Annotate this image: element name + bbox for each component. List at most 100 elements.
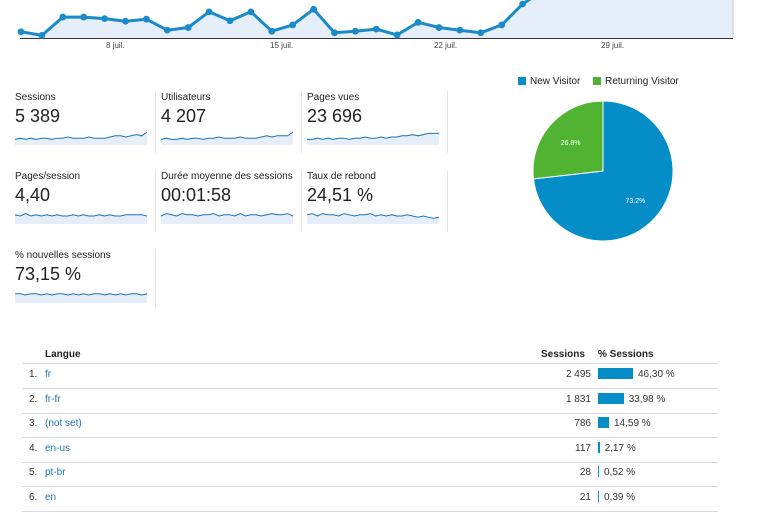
table-row[interactable]: 2. fr-fr 1 831 33,98 % [22, 389, 718, 413]
sessions-value: 786 [574, 418, 591, 429]
pie-slice [532, 100, 604, 180]
row-number: 5. [29, 467, 38, 478]
divider [22, 461, 718, 463]
timeline-point [101, 15, 108, 23]
column-header-pct-sessions[interactable]: % Sessions [598, 349, 654, 360]
timeline-point [122, 17, 129, 25]
pie-slice-label: 73.2% [625, 198, 645, 205]
x-tick-label: 8 juil. [106, 41, 125, 50]
timeline-point [59, 13, 67, 21]
legend-item-new-visitor[interactable]: New Visitor [518, 76, 580, 87]
pct-bar [598, 466, 599, 477]
column-header-language[interactable]: Langue [45, 349, 81, 360]
timeline-point [414, 18, 422, 26]
divider [22, 486, 718, 487]
row-number: 1. [29, 369, 38, 380]
metric-pages-per-session[interactable]: Pages/session 4,40 [15, 170, 156, 232]
language-link[interactable]: en [45, 491, 57, 503]
timeline-point [393, 31, 401, 39]
metric-bounce-rate[interactable]: Taux de rebond 24,51 % [307, 170, 448, 232]
sparkline [307, 132, 439, 145]
pct-bar [598, 417, 609, 428]
table-row[interactable]: 6. en 21 0,39 % [22, 487, 718, 511]
pct-value: 2,17 % [604, 442, 636, 454]
pct-bar [598, 368, 633, 379]
sparkline-line [15, 131, 147, 140]
timeline-point [38, 31, 46, 39]
timeline-point [372, 25, 380, 33]
timeline-point [519, 0, 526, 8]
legend-swatch [593, 77, 601, 85]
metric-label: Pages/session [15, 171, 81, 182]
divider [22, 510, 718, 512]
divider [22, 437, 718, 438]
sparkline-line [161, 131, 293, 140]
metric-sessions[interactable]: Sessions 5 389 [15, 91, 156, 153]
language-link[interactable]: fr-fr [45, 393, 61, 405]
pct-value: 33,98 % [628, 393, 666, 405]
language-link[interactable]: (not set) [45, 418, 82, 429]
sparkline [15, 293, 147, 303]
sparkline-area [307, 213, 439, 224]
pct-value: 46,30 % [638, 369, 675, 380]
visitor-type-pie-chart: 73.2% 26.8% [532, 100, 674, 242]
legend-swatch [518, 77, 526, 85]
timeline-point [226, 17, 234, 25]
sparkline-line [15, 293, 147, 296]
metric-value: 5 389 [15, 106, 61, 126]
sparkline [15, 131, 147, 145]
legend-item-returning-visitor[interactable]: Returning Visitor [593, 76, 679, 87]
x-tick-label: 15 juil. [270, 41, 294, 50]
table-row[interactable]: 3. (not set) 786 14,59 % [22, 413, 718, 437]
sparkline-area [15, 293, 147, 303]
timeline-point [80, 13, 88, 21]
divider [22, 363, 718, 364]
metric-pageviews[interactable]: Pages vues 23 696 [307, 91, 448, 153]
metric-avg-session-duration[interactable]: Durée moyenne des sessions 00:01:58 [161, 170, 302, 232]
table-row[interactable]: 4. en-us 117 2,17 % [22, 438, 718, 462]
metric-label: Pages vues [307, 92, 360, 103]
timeline-point [352, 27, 359, 35]
sparkline-line [15, 213, 147, 217]
metric-value: 23 696 [307, 106, 363, 126]
legend-label: Returning Visitor [605, 76, 679, 87]
pct-value: 0,39 % [604, 491, 636, 503]
language-link[interactable]: pt-br [45, 467, 66, 478]
pie-slice-label: 26.8% [561, 140, 581, 147]
table-row[interactable]: 1. fr 2 495 46,30 % [22, 364, 718, 388]
timeline-point [331, 29, 338, 37]
pct-bar [598, 490, 599, 502]
x-tick-label: 29 juil. [601, 41, 625, 50]
timeline-point [435, 24, 443, 31]
column-header-sessions[interactable]: Sessions [541, 349, 585, 360]
sparkline [15, 213, 147, 224]
metric-label: Utilisateurs [161, 92, 211, 103]
row-number: 6. [29, 491, 38, 503]
metric-value: 4 207 [161, 106, 207, 126]
metric-label: Taux de rebond [307, 171, 376, 182]
timeline-line [20, 0, 532, 37]
sessions-value: 117 [575, 442, 591, 454]
language-link[interactable]: en-us [45, 442, 71, 454]
sparkline-line [161, 213, 293, 217]
sparkline [161, 131, 293, 145]
metric-new-sessions[interactable]: % nouvelles sessions 73,15 % [15, 249, 156, 307]
timeline-point [268, 27, 276, 35]
x-tick-label: 22 juil. [434, 41, 458, 50]
divider [22, 412, 718, 414]
metric-label: Durée moyenne des sessions [161, 171, 293, 182]
legend-label: New Visitor [530, 76, 581, 87]
metric-value: 24,51 % [307, 185, 374, 205]
metric-label: Sessions [15, 92, 56, 103]
row-number: 3. [29, 418, 38, 429]
timeline-point [143, 15, 150, 23]
sessions-value: 21 [579, 491, 591, 503]
timeline-point [17, 28, 25, 36]
metric-label: % nouvelles sessions [15, 250, 111, 261]
pct-bar [598, 392, 624, 404]
language-link[interactable]: fr [45, 369, 52, 380]
timeline-point [456, 26, 464, 34]
metric-users[interactable]: Utilisateurs 4 207 [161, 91, 302, 153]
table-row[interactable]: 5. pt-br 28 0,52 % [22, 462, 718, 486]
sparkline [161, 213, 293, 224]
